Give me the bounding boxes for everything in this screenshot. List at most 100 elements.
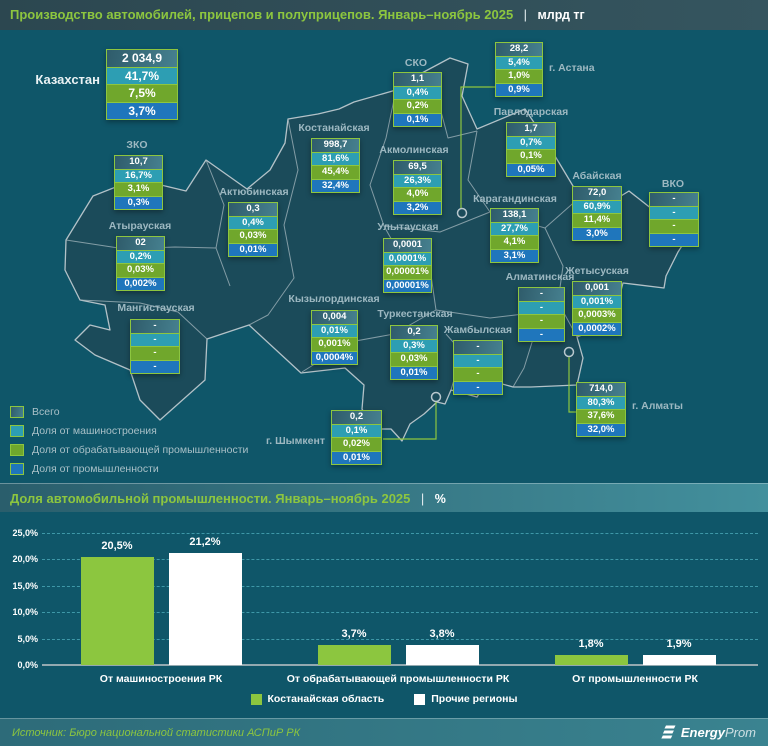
map-section-title: Производство автомобилей, прицепов и пол… (10, 7, 514, 22)
chart-section-unit: % (434, 492, 446, 506)
legend-swatch-machinery (10, 424, 24, 437)
y-tick-label: 25,0% (12, 528, 38, 538)
region-label-kaz: Казахстан (35, 72, 100, 87)
ulytau-total-value: 0,0001 (383, 238, 432, 253)
region-box-kostanay: 998,7 81,6% 45,4% 32,4% (311, 138, 360, 193)
chart-legend-swatch (250, 693, 262, 705)
akmola-total-value: 69,5 (393, 160, 442, 175)
region-label-zhambyl: Жамбылская (443, 324, 513, 336)
shymkent-manufacturing-share: 0,02% (331, 437, 382, 452)
turkestan-manufacturing-share: 0,03% (390, 352, 438, 367)
chart-legend-label: Прочие регионы (431, 693, 518, 705)
header-separator: | (523, 7, 528, 22)
vko-manufacturing-share: - (649, 219, 699, 234)
region-box-vko: ---- (649, 192, 699, 247)
region-box-turkestan: 0,2 0,3% 0,03% 0,01% (390, 325, 438, 380)
sko-total-value: 1,1 (393, 72, 442, 87)
x-category-label: От промышленности РК (572, 673, 698, 685)
almaty-obl-manufacturing-share: - (518, 314, 565, 329)
aktobe-industry-share: 0,01% (228, 242, 278, 257)
region-box-sko: 1,1 0,4% 0,2% 0,1% (393, 72, 442, 127)
zko-total-value: 10,7 (114, 155, 163, 170)
region-box-aktobe: 0,3 0,4% 0,03% 0,01% (228, 202, 278, 257)
sko-manufacturing-share: 0,2% (393, 99, 442, 114)
bar-others-1 (405, 644, 479, 665)
shymkent-industry-share: 0,01% (331, 450, 382, 465)
almaty-obl-machinery-share: - (518, 300, 565, 315)
karaganda-industry-share: 3,1% (490, 248, 539, 263)
akmola-industry-share: 3,2% (393, 200, 442, 215)
footer: Источник: Бюро национальной статистики А… (0, 718, 768, 746)
zhambyl-total-value: - (453, 340, 503, 355)
map-legend: Всего Доля от машиностроения Доля от обраб… (10, 402, 248, 478)
abai-machinery-share: 60,9% (572, 199, 622, 214)
region-box-zko: 10,7 16,7% 3,1% 0,3% (114, 155, 163, 210)
almaty-city-machinery-share: 80,3% (576, 395, 626, 410)
mangystau-machinery-share: - (130, 332, 180, 347)
region-label-mangystau: Мангистауская (117, 302, 195, 314)
akmola-manufacturing-share: 4,0% (393, 187, 442, 202)
zhambyl-manufacturing-share: - (453, 367, 503, 382)
region-box-almaty-obl: ---- (518, 287, 565, 342)
astana-machinery-share: 5,4% (495, 55, 543, 70)
region-box-akmola: 69,5 26,3% 4,0% 3,2% (393, 160, 442, 215)
gridline (42, 612, 758, 614)
region-box-pavlodar: 1,7 0,7% 0,1% 0,05% (506, 122, 556, 177)
y-tick-label: 10,0% (12, 607, 38, 618)
gridline (42, 585, 758, 587)
y-tick-label: 5,0% (17, 633, 38, 644)
chart-legend: Костанайская область Прочие регионы (0, 693, 768, 705)
map-section-header: Производство автомобилей, прицепов и пол… (0, 0, 768, 30)
almaty-city-industry-share: 32,0% (576, 422, 626, 437)
zko-industry-share: 0,3% (114, 195, 163, 210)
region-label-shymkent: г. Шымкент (265, 435, 325, 447)
zhetysu-total-value: 0,001 (572, 281, 622, 296)
vko-industry-share: - (649, 232, 699, 247)
akmola-machinery-share: 26,3% (393, 173, 442, 188)
zhambyl-industry-share: - (453, 380, 503, 395)
abai-total-value: 72,0 (572, 186, 622, 201)
chart-header-separator: | (420, 491, 425, 506)
gridline (42, 533, 758, 534)
bar-kostanay-1 (317, 645, 391, 665)
ulytau-industry-share: 0,00001% (383, 278, 432, 293)
region-box-shymkent: 0,2 0,1% 0,02% 0,01% (331, 410, 382, 465)
legend-label-manufacturing: Доля от обрабатывающей промышленности (32, 443, 249, 456)
almaty-city-total-value: 714,0 (576, 382, 626, 397)
pavlodar-machinery-share: 0,7% (506, 135, 556, 150)
bar-value-label: 20,5% (101, 539, 133, 552)
region-box-kyzylorda: 0,004 0,01% 0,001% 0,0004% (311, 310, 358, 365)
pavlodar-manufacturing-share: 0,1% (506, 149, 556, 164)
aktobe-manufacturing-share: 0,03% (228, 229, 278, 244)
region-label-akmola: Акмолинская (379, 144, 449, 156)
abai-industry-share: 3,0% (572, 226, 622, 241)
region-label-almaty-city: г. Алматы (632, 400, 683, 412)
aktobe-machinery-share: 0,4% (228, 215, 278, 230)
almaty-city-manufacturing-share: 37,6% (576, 409, 626, 424)
region-box-abai: 72,0 60,9% 11,4% 3,0% (572, 186, 622, 241)
chart-section-title: Доля автомобильной промышленности. Январ… (10, 491, 411, 506)
kaz-total-value: 2 034,9 (106, 49, 178, 68)
region-label-zhetysu: Жетысуская (565, 265, 629, 277)
region-label-pavlodar: Павлодарская (493, 106, 569, 118)
region-label-karaganda: Карагандинская (473, 193, 557, 205)
mangystau-manufacturing-share: - (130, 346, 180, 361)
region-box-kaz: 2 034,9 41,7% 7,5% 3,7% (106, 49, 178, 120)
bar-others-2 (642, 654, 716, 665)
sko-machinery-share: 0,4% (393, 85, 442, 100)
region-label-abai: Абайская (572, 170, 622, 182)
map-legend-item-industry: Доля от промышленности (10, 459, 248, 478)
shymkent-total-value: 0,2 (331, 410, 382, 425)
atyrau-industry-share: 0,002% (116, 276, 165, 291)
y-tick-label: 0,0% (17, 660, 38, 670)
mangystau-total-value: - (130, 319, 180, 334)
kyzylorda-industry-share: 0,0004% (311, 350, 358, 365)
gridline (42, 638, 758, 640)
turkestan-industry-share: 0,01% (390, 365, 438, 380)
vko-total-value: - (649, 192, 699, 207)
zko-manufacturing-share: 3,1% (114, 182, 163, 197)
atyrau-manufacturing-share: 0,03% (116, 263, 165, 278)
kaz-manufacturing-share: 7,5% (106, 84, 178, 103)
region-box-zhambyl: ---- (453, 340, 503, 395)
